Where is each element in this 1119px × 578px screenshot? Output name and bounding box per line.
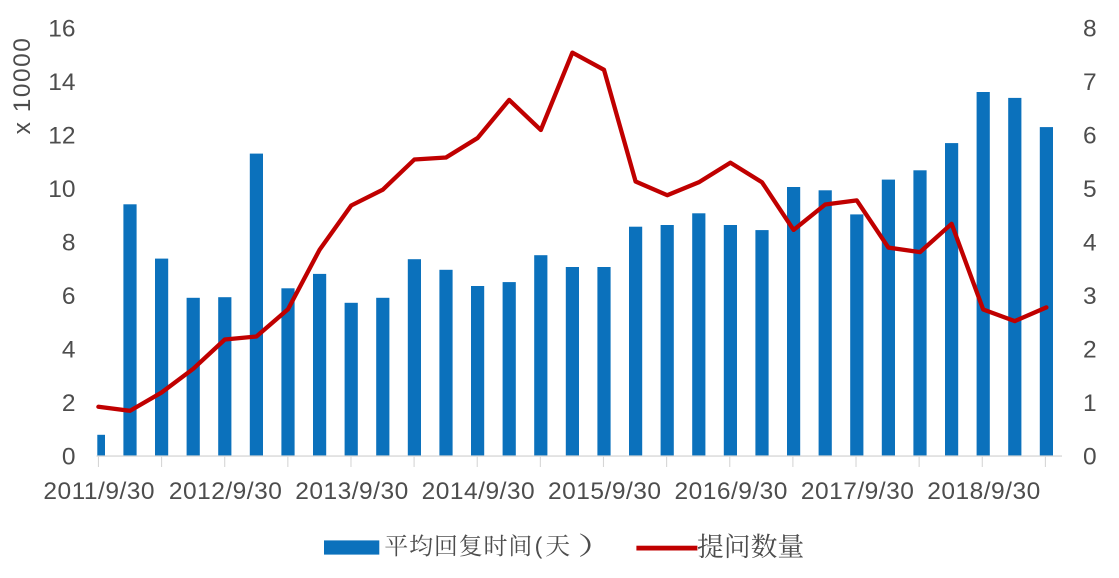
svg-text:8: 8 [1083, 15, 1097, 42]
svg-text:5: 5 [1083, 176, 1097, 203]
svg-text:3: 3 [1083, 283, 1097, 310]
svg-text:7: 7 [1083, 69, 1097, 96]
svg-text:2017/9/30: 2017/9/30 [801, 478, 915, 505]
svg-text:16: 16 [48, 15, 75, 42]
svg-text:4: 4 [1083, 229, 1097, 256]
svg-text:2011/9/30: 2011/9/30 [43, 478, 155, 505]
svg-text:8: 8 [62, 229, 76, 256]
svg-text:6: 6 [1083, 122, 1097, 149]
svg-text:14: 14 [48, 69, 75, 96]
svg-text:2: 2 [62, 390, 76, 417]
svg-text:2012/9/30: 2012/9/30 [169, 478, 283, 505]
svg-text:10: 10 [48, 176, 75, 203]
svg-text:1: 1 [1083, 390, 1097, 417]
svg-text:(: ( [535, 533, 543, 559]
svg-text:2016/9/30: 2016/9/30 [674, 478, 788, 505]
svg-text:2: 2 [1083, 336, 1097, 363]
svg-text:2015/9/30: 2015/9/30 [548, 478, 662, 505]
svg-text:2018/9/30: 2018/9/30 [927, 478, 1041, 505]
svg-text:0: 0 [1083, 443, 1097, 470]
svg-text:4: 4 [62, 336, 76, 363]
svg-text:2013/9/30: 2013/9/30 [295, 478, 409, 505]
svg-text:12: 12 [48, 122, 75, 149]
svg-text:x 10000: x 10000 [9, 37, 36, 135]
svg-text:2014/9/30: 2014/9/30 [422, 478, 536, 505]
svg-text:6: 6 [62, 283, 76, 310]
svg-text:0: 0 [62, 443, 76, 470]
